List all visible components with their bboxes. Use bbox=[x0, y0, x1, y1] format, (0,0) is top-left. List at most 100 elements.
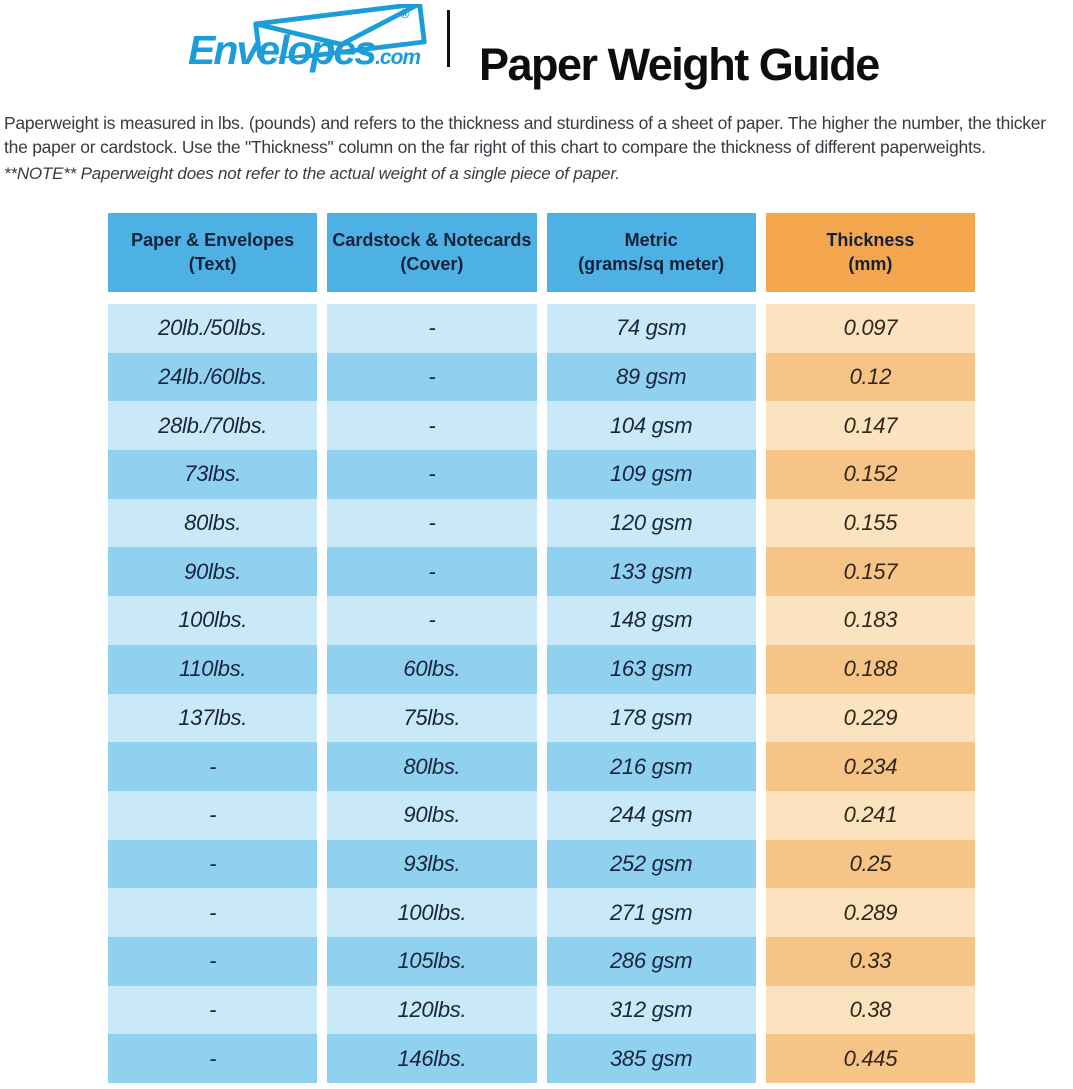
table-row: 110lbs. 60lbs. 163 gsm 0.188 bbox=[108, 644, 975, 694]
cell-paper-envelopes: 137lbs. bbox=[108, 693, 318, 743]
cell-metric: 252 gsm bbox=[546, 839, 756, 889]
cell-paper-envelopes: 24lb./60lbs. bbox=[108, 352, 318, 402]
note-text: **NOTE** Paperweight does not refer to t… bbox=[4, 164, 620, 183]
cell-cardstock-notecards: 90lbs. bbox=[327, 790, 537, 840]
cell-metric: 178 gsm bbox=[546, 693, 756, 743]
cell-cardstock-notecards: 100lbs. bbox=[327, 888, 537, 937]
cell-paper-envelopes: - bbox=[108, 742, 318, 791]
cell-thickness: 0.229 bbox=[765, 693, 975, 743]
cell-cardstock-notecards: 60lbs. bbox=[327, 644, 537, 694]
cell-thickness: 0.289 bbox=[765, 888, 975, 937]
logo-tld-text: .com bbox=[375, 46, 421, 69]
cell-metric: 133 gsm bbox=[546, 547, 756, 597]
cell-paper-envelopes: - bbox=[108, 1034, 318, 1083]
cell-paper-envelopes: 20lb./50lbs. bbox=[108, 304, 318, 353]
cell-cardstock-notecards: - bbox=[327, 450, 537, 499]
cell-thickness: 0.157 bbox=[765, 547, 975, 597]
column-header-label: Thickness bbox=[826, 230, 915, 251]
cell-thickness: 0.25 bbox=[765, 839, 975, 889]
cell-cardstock-notecards: - bbox=[327, 401, 537, 451]
cell-cardstock-notecards: - bbox=[327, 498, 537, 548]
cell-metric: 74 gsm bbox=[546, 304, 756, 353]
table-row: 73lbs. -109 gsm 0.152 bbox=[108, 450, 975, 499]
table-row: -90lbs. 244 gsm 0.241 bbox=[108, 790, 975, 840]
table-row: 90lbs. -133 gsm 0.157 bbox=[108, 547, 975, 597]
cell-metric: 120 gsm bbox=[546, 498, 756, 548]
cell-cardstock-notecards: 93lbs. bbox=[327, 839, 537, 889]
cell-paper-envelopes: 28lb./70lbs. bbox=[108, 401, 318, 451]
column-header-sublabel: (Cover) bbox=[400, 253, 464, 274]
table-row: -120lbs. 312 gsm 0.38 bbox=[108, 985, 975, 1035]
cell-metric: 163 gsm bbox=[546, 644, 756, 694]
cell-thickness: 0.234 bbox=[765, 742, 975, 791]
cell-paper-envelopes: - bbox=[108, 839, 318, 889]
column-header-sublabel: (grams/sq meter) bbox=[578, 253, 725, 274]
cell-thickness: 0.445 bbox=[765, 1034, 975, 1083]
intro-paragraph: Paperweight is measured in lbs. (pounds)… bbox=[4, 112, 1046, 158]
cell-paper-envelopes: 80lbs. bbox=[108, 498, 318, 548]
table-row: -93lbs. 252 gsm 0.25 bbox=[108, 839, 975, 889]
envelope-icon bbox=[253, 4, 427, 58]
cell-metric: 385 gsm bbox=[546, 1034, 756, 1083]
column-header-label: Cardstock & Notecards bbox=[332, 230, 532, 251]
cell-cardstock-notecards: - bbox=[327, 352, 537, 402]
column-header-cardstock-notecards: Cardstock & Notecards (Cover) bbox=[327, 213, 537, 292]
table-row: 137lbs. 75lbs. 178 gsm 0.229 bbox=[108, 693, 975, 743]
cell-cardstock-notecards: 105lbs. bbox=[327, 936, 537, 986]
page-title: Paper Weight Guide bbox=[479, 39, 880, 91]
table-row: 80lbs. -120 gsm 0.155 bbox=[108, 498, 975, 548]
paper-weight-table: Paper & Envelopes (Text) Cardstock & Not… bbox=[108, 213, 975, 1083]
column-header-label: Metric bbox=[624, 230, 678, 251]
column-header-thickness: Thickness (mm) bbox=[765, 213, 975, 292]
table-row: 28lb./70lbs. -104 gsm 0.147 bbox=[108, 401, 975, 451]
cell-cardstock-notecards: 146lbs. bbox=[327, 1034, 537, 1083]
column-header-label: Paper & Envelopes bbox=[131, 230, 295, 251]
cell-paper-envelopes: 73lbs. bbox=[108, 450, 318, 499]
cell-paper-envelopes: - bbox=[108, 936, 318, 986]
masthead-divider bbox=[447, 10, 450, 67]
cell-thickness: 0.152 bbox=[765, 450, 975, 499]
cell-paper-envelopes: 100lbs. bbox=[108, 596, 318, 645]
cell-paper-envelopes: - bbox=[108, 888, 318, 937]
cell-metric: 244 gsm bbox=[546, 790, 756, 840]
table-row: 24lb./60lbs. -89 gsm 0.12 bbox=[108, 352, 975, 402]
cell-metric: 312 gsm bbox=[546, 985, 756, 1035]
table-body: 20lb./50lbs. -74 gsm 0.097 24lb./60lbs. -89 … bbox=[108, 304, 975, 1083]
column-header-metric: Metric (grams/sq meter) bbox=[546, 213, 756, 292]
cell-metric: 216 gsm bbox=[546, 742, 756, 791]
cell-thickness: 0.38 bbox=[765, 985, 975, 1035]
cell-cardstock-notecards: 75lbs. bbox=[327, 693, 537, 743]
logo-wordmark: Envelopes.com bbox=[188, 27, 421, 73]
cell-metric: 148 gsm bbox=[546, 596, 756, 645]
cell-thickness: 0.12 bbox=[765, 352, 975, 402]
cell-cardstock-notecards: 120lbs. bbox=[327, 985, 537, 1035]
cell-metric: 104 gsm bbox=[546, 401, 756, 451]
column-header-sublabel: (Text) bbox=[188, 253, 237, 274]
cell-cardstock-notecards: - bbox=[327, 547, 537, 597]
cell-metric: 109 gsm bbox=[546, 450, 756, 499]
table-row: -100lbs. 271 gsm 0.289 bbox=[108, 888, 975, 937]
column-header-paper-envelopes: Paper & Envelopes (Text) bbox=[108, 213, 318, 292]
envelopes-logo: ® Envelopes.com bbox=[188, 4, 450, 78]
cell-thickness: 0.147 bbox=[765, 401, 975, 451]
table-row: 100lbs. -148 gsm 0.183 bbox=[108, 596, 975, 645]
cell-paper-envelopes: - bbox=[108, 985, 318, 1035]
cell-metric: 89 gsm bbox=[546, 352, 756, 402]
cell-paper-envelopes: 90lbs. bbox=[108, 547, 318, 597]
cell-metric: 271 gsm bbox=[546, 888, 756, 937]
cell-thickness: 0.183 bbox=[765, 596, 975, 645]
registered-trademark-icon: ® bbox=[400, 6, 410, 21]
cell-thickness: 0.097 bbox=[765, 304, 975, 353]
table-header-row: Paper & Envelopes (Text) Cardstock & Not… bbox=[108, 213, 975, 292]
cell-thickness: 0.155 bbox=[765, 498, 975, 548]
table-row: 20lb./50lbs. -74 gsm 0.097 bbox=[108, 304, 975, 353]
cell-thickness: 0.241 bbox=[765, 790, 975, 840]
cell-cardstock-notecards: 80lbs. bbox=[327, 742, 537, 791]
cell-cardstock-notecards: - bbox=[327, 596, 537, 645]
cell-thickness: 0.33 bbox=[765, 936, 975, 986]
logo-brand-text: Envelopes bbox=[188, 27, 377, 73]
cell-cardstock-notecards: - bbox=[327, 304, 537, 353]
cell-paper-envelopes: - bbox=[108, 790, 318, 840]
table-row: -105lbs. 286 gsm 0.33 bbox=[108, 936, 975, 986]
table-row: -146lbs. 385 gsm 0.445 bbox=[108, 1034, 975, 1083]
